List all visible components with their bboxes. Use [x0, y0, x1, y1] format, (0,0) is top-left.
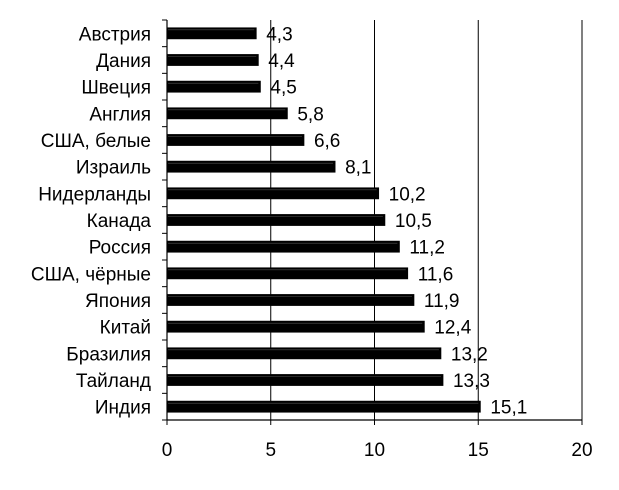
category-label: США, белые	[41, 131, 151, 152]
value-label: 10,2	[389, 184, 426, 205]
category-label: Канада	[87, 211, 152, 232]
value-label: 4,3	[266, 24, 292, 45]
bar	[166, 107, 288, 120]
value-label: 12,4	[434, 318, 471, 339]
value-label: 11,6	[418, 264, 454, 285]
bar	[166, 320, 425, 333]
bar	[166, 347, 442, 360]
category-label: США, чёрные	[31, 264, 151, 285]
value-label: 11,2	[409, 238, 445, 259]
value-label: 13,3	[453, 371, 490, 392]
category-label: Тайланд	[76, 371, 151, 392]
category-label: Япония	[85, 291, 151, 312]
category-label: Индия	[95, 398, 151, 419]
bar	[166, 134, 305, 146]
bars-layer	[166, 27, 481, 413]
value-label: 5,8	[297, 104, 323, 125]
category-label: Израиль	[76, 158, 151, 179]
value-label: 15,1	[490, 398, 527, 419]
category-label: Россия	[89, 238, 151, 259]
bar	[166, 240, 400, 253]
x-tick-label: 10	[364, 440, 385, 461]
bar	[166, 400, 481, 413]
x-tick-label: 20	[571, 440, 592, 461]
value-label: 4,5	[270, 78, 296, 99]
category-label: Австрия	[79, 24, 151, 45]
value-label: 8,1	[345, 158, 371, 179]
value-label: 13,2	[451, 344, 488, 365]
category-label: Нидерланды	[38, 184, 151, 205]
category-label: Китай	[100, 318, 151, 339]
value-label: 4,4	[268, 51, 295, 72]
x-tick-label: 15	[468, 440, 489, 461]
x-tick-label: 5	[265, 440, 276, 461]
bar	[166, 54, 259, 66]
bar	[166, 160, 336, 173]
bar	[166, 374, 444, 386]
value-label: 11,9	[424, 291, 460, 312]
category-label: Дания	[96, 51, 151, 72]
axis-layer	[162, 19, 583, 425]
bar	[166, 80, 261, 93]
category-label: Англия	[89, 104, 151, 125]
x-tick-label: 0	[162, 440, 173, 461]
bar	[166, 267, 409, 280]
bar	[166, 214, 386, 226]
bar	[166, 27, 257, 40]
category-label: Швеция	[81, 78, 151, 99]
value-label: 10,5	[395, 211, 432, 232]
category-label: Бразилия	[66, 344, 151, 365]
bar	[166, 187, 380, 200]
labels-layer: 0 5 10 15 20 Австрия 4,3 Дания 4,4 Швеция 4,5 Англи…	[31, 24, 593, 461]
bar	[166, 294, 415, 306]
value-label: 6,6	[314, 131, 340, 152]
